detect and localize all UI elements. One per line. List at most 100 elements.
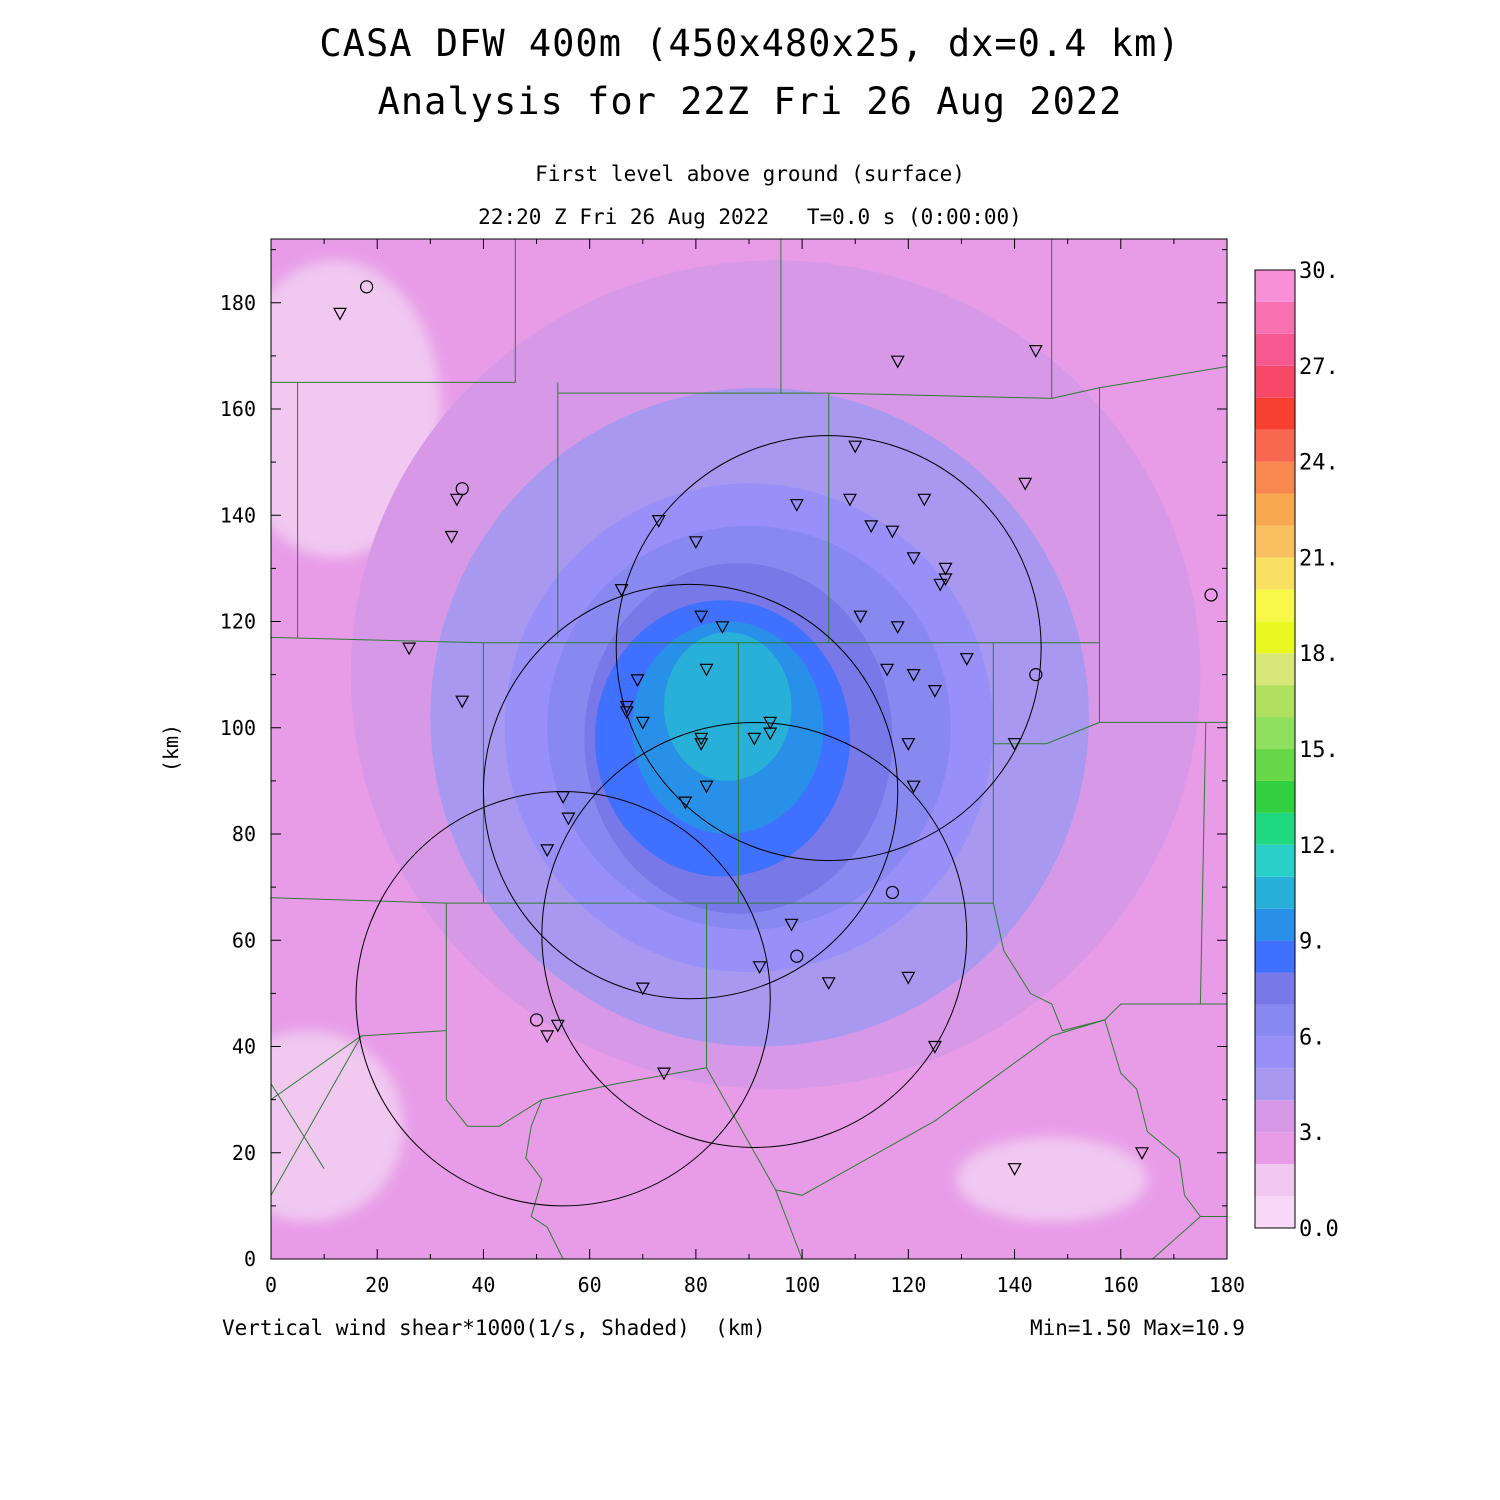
chart-title: CASA DFW 400m (450x480x25, dx=0.4 km) [319,22,1181,65]
colorbar-label: 27. [1299,355,1339,380]
station-triangle-icon [455,695,470,709]
low-shear-area [271,260,441,558]
colorbar-swatch [1255,429,1295,462]
station-triangle-icon [540,844,555,858]
colorbar-label: 12. [1299,834,1339,859]
station-triangle-icon [864,520,879,534]
station-triangle-icon [938,562,953,576]
station-triangle-icon [763,716,778,730]
colorbar-swatch [1255,972,1295,1005]
station-triangle-icon [651,514,666,528]
colorbar-label: 3. [1299,1121,1326,1146]
station-triangle-icon [635,716,650,730]
colorbar-label: 30. [1299,259,1339,284]
station-triangle-icon [699,663,714,677]
x-tick-label: 0 [265,1273,277,1297]
station-triangle-icon [449,493,464,507]
colorbar-label: 18. [1299,642,1339,667]
x-tick-label: 180 [1209,1273,1245,1297]
county-boundary [271,239,516,383]
y-tick-label: 140 [220,503,256,527]
station-triangle-icon [678,796,693,810]
station-triangle-icon [694,738,709,751]
x-tick-label: 120 [890,1273,926,1297]
station-triangle-icon [853,610,868,624]
colorbar-swatch [1255,270,1295,302]
station-circle-icon [360,280,374,294]
county-boundary [445,1067,707,1127]
colorbar-swatch [1255,812,1295,845]
colorbar-swatch [1255,908,1295,941]
level-label: First level above ground (surface) [535,162,965,186]
y-tick-label: 160 [220,397,256,421]
station-circle-icon [790,949,804,963]
station-triangle-icon [332,307,348,321]
station-triangle-icon [906,668,921,682]
station-triangle-icon [630,674,645,688]
y-tick-label: 80 [232,822,256,846]
x-tick-label: 80 [684,1273,708,1297]
station-triangle-icon [848,440,863,454]
station-triangle-icon [444,530,459,544]
county-boundary [1152,1216,1201,1259]
radar-range-ring [615,435,1042,862]
colorbar-swatch [1255,589,1295,622]
colorbar-swatch [1255,1164,1295,1197]
station-triangle-icon [540,1030,555,1044]
x-tick-label: 20 [365,1273,389,1297]
county-boundary [271,636,1100,644]
station-triangle-icon [747,732,762,746]
station-triangle-icon [821,977,836,991]
x-axis-label: (km) [715,1316,766,1340]
x-tick-label: 60 [578,1273,602,1297]
station-triangle-icon [763,727,778,741]
radar-range-ring [482,583,899,1000]
station-circle-icon [455,482,469,496]
station-triangle-icon [694,610,709,624]
county-boundary [780,239,1053,399]
radar-range-ring [541,721,968,1148]
colorbar-swatch [1255,749,1295,781]
colorbar-swatch [1255,1068,1295,1101]
y-tick-label: 0 [244,1247,256,1271]
colorbar-swatch [1255,1132,1295,1165]
y-axis-label: (km) [159,724,183,772]
station-triangle-icon [890,355,905,369]
colorbar-swatch [1255,876,1295,909]
station-triangle-icon [906,552,921,566]
county-boundary [992,902,1105,1032]
y-tick-label: 20 [232,1141,256,1165]
county-boundary [1051,1003,1227,1037]
y-tick-label: 100 [220,716,256,740]
county-boundary [271,1083,325,1169]
colorbar-swatch [1255,493,1295,526]
station-triangle-icon [619,706,634,720]
county-boundary [525,1099,564,1259]
station-triangle-icon [699,780,714,794]
chart-subtitle: Analysis for 22Z Fri 26 Aug 2022 [377,80,1123,123]
station-circle-icon [885,885,900,900]
colorbar-label: 24. [1299,451,1339,476]
station-triangle-icon [927,1040,942,1054]
station-triangle-icon [402,642,417,656]
station-triangle-icon [901,738,916,751]
station-triangle-icon [885,525,900,539]
station-triangle-icon [556,791,571,805]
colorbar-swatch [1255,717,1295,749]
county-boundary [1199,722,1207,1005]
y-tick-label: 120 [220,610,256,634]
station-triangle-icon [1007,1163,1022,1176]
station-triangle-icon [614,583,629,597]
colorbar-swatch [1255,1036,1295,1069]
colorbar-swatch [1255,621,1295,654]
station-triangle-icon [688,536,703,550]
colorbar-label: 6. [1299,1025,1326,1050]
station-triangle-icon [917,493,932,507]
station-triangle-icon [752,961,767,975]
station-triangle-icon [550,1019,565,1033]
station-triangle-icon [880,663,895,677]
county-boundary [706,903,1052,1196]
colorbar-label: 15. [1299,738,1339,763]
colorbar-swatch [1255,1100,1295,1133]
station-circle-icon [1029,668,1043,682]
